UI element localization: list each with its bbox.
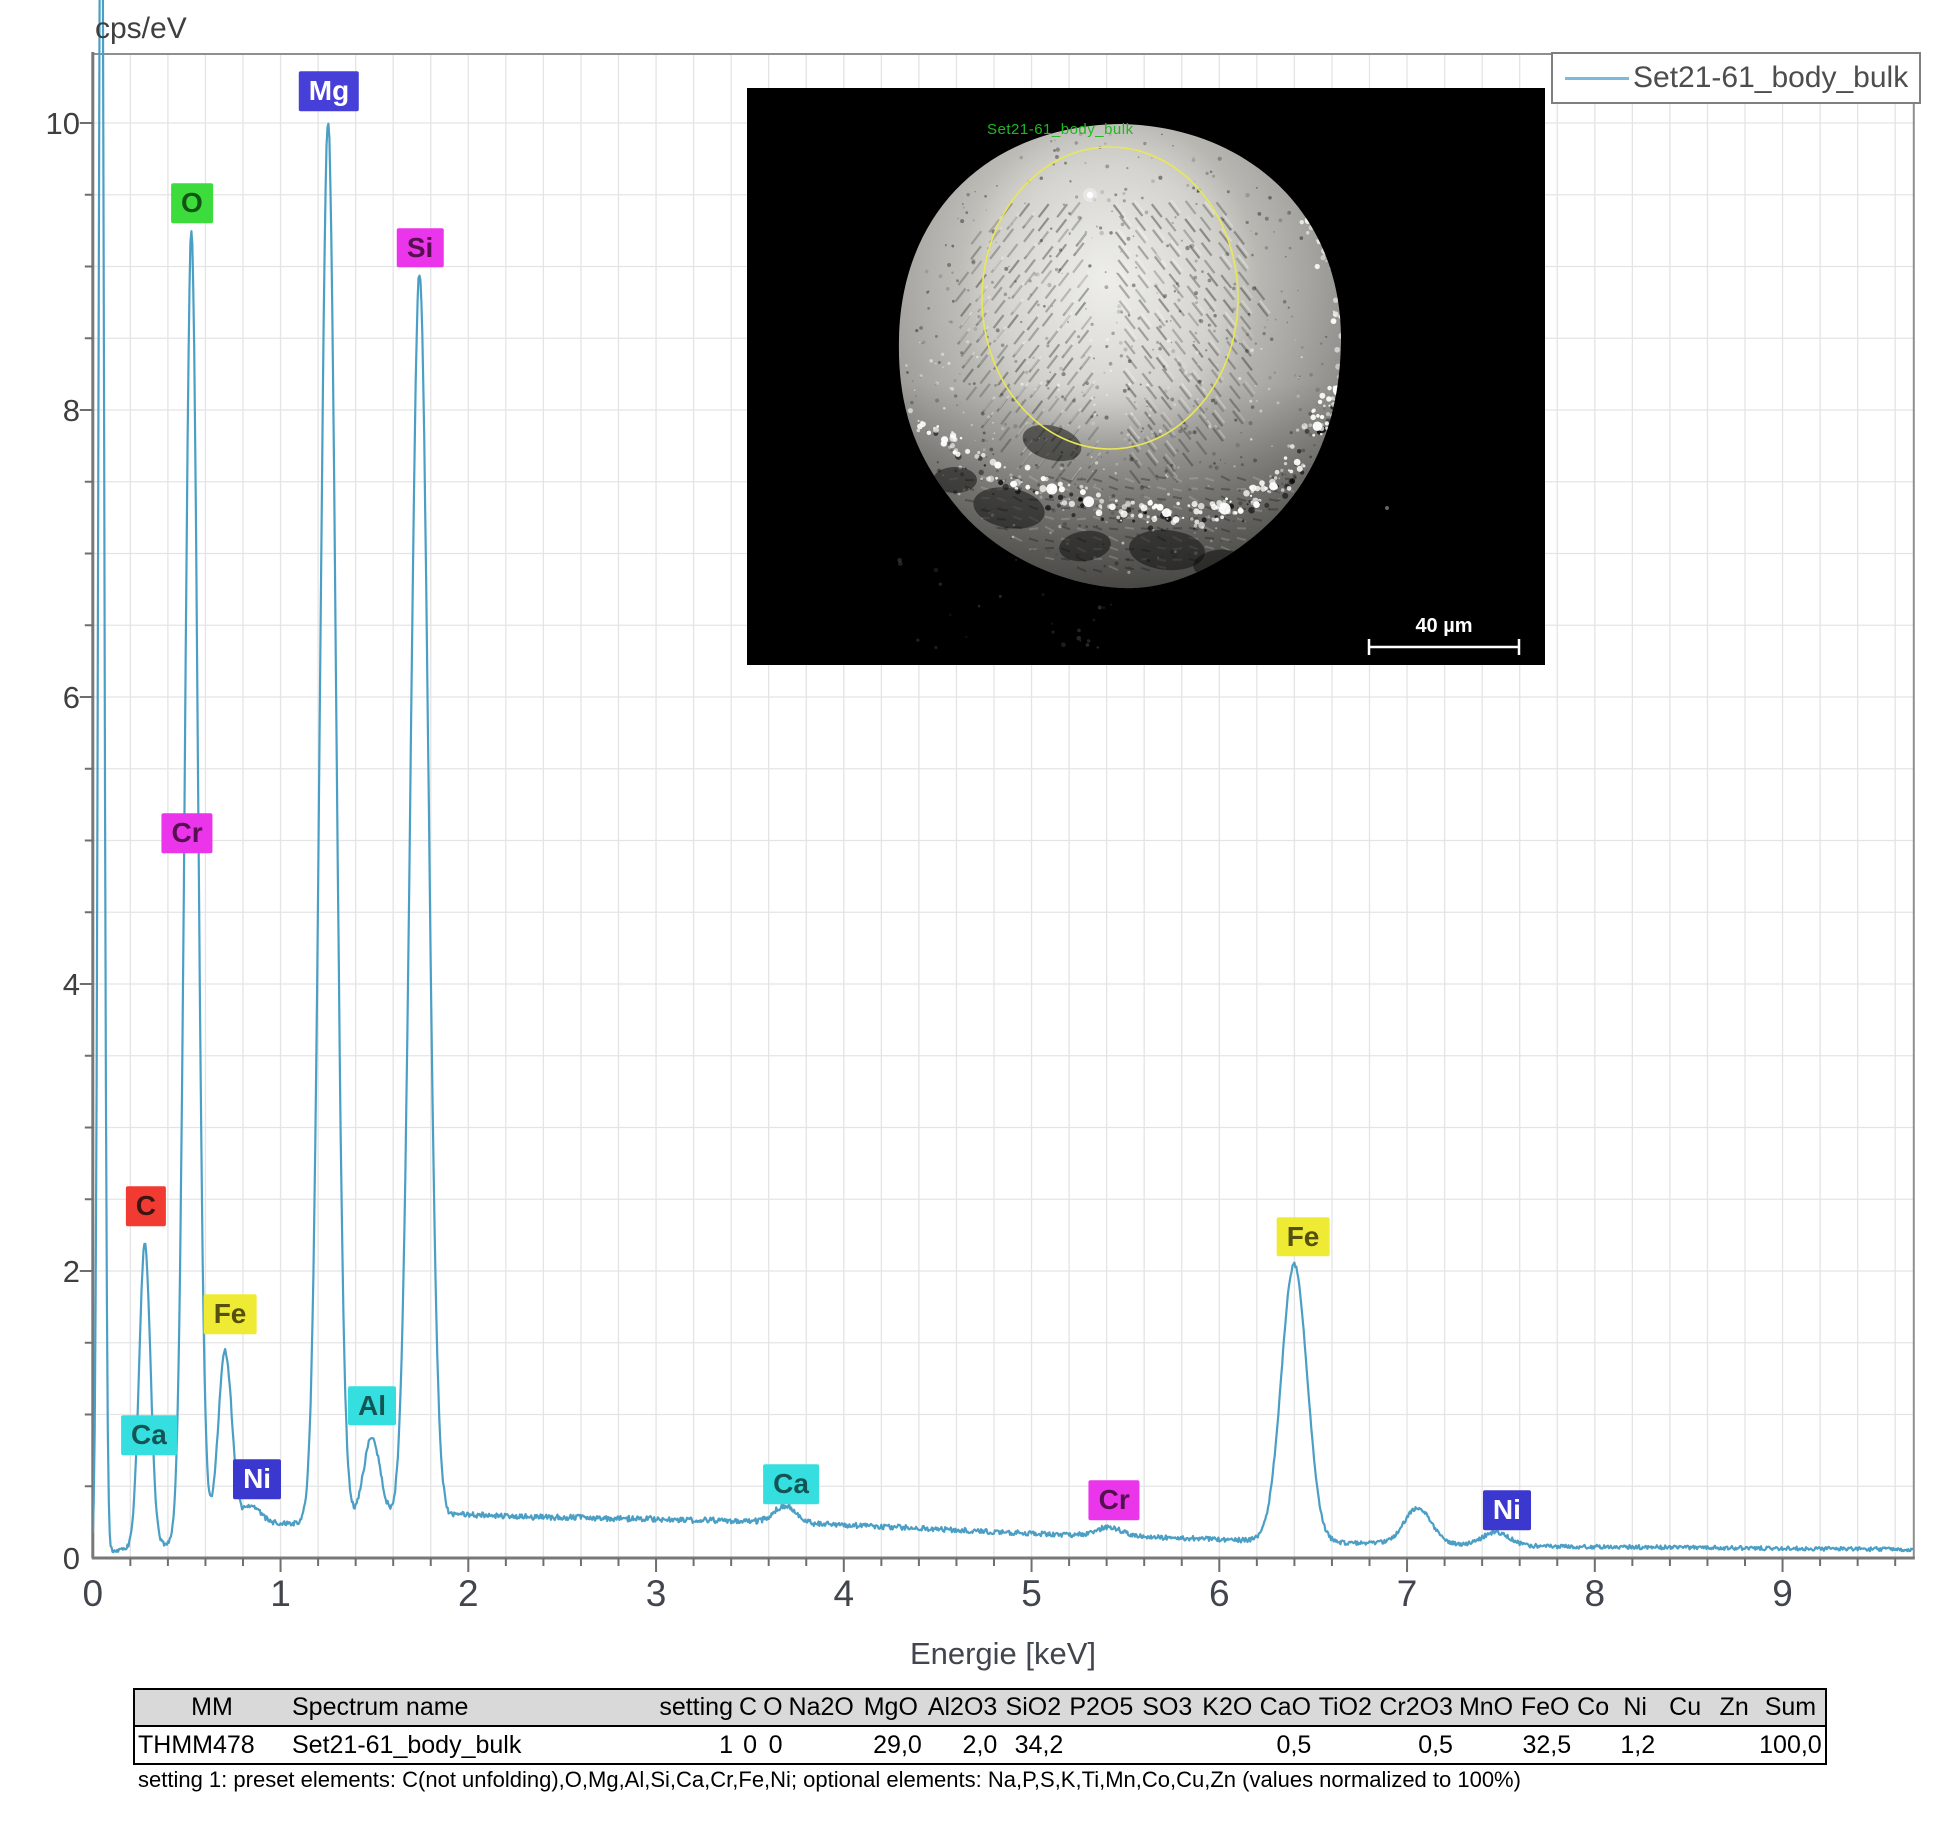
table-header-Zn: Zn xyxy=(1712,1689,1756,1726)
x-tick-label: 6 xyxy=(1209,1573,1230,1614)
table-header-O: O xyxy=(760,1689,785,1726)
table-cell-MnO xyxy=(1456,1726,1516,1764)
table-cell-K2O xyxy=(1198,1726,1256,1764)
table-cell-O: 0 xyxy=(760,1726,785,1764)
x-tick-label: 7 xyxy=(1397,1573,1418,1614)
table-cell-Co xyxy=(1574,1726,1612,1764)
table-cell-setting: 1 xyxy=(641,1726,736,1764)
table-cell-P2O5 xyxy=(1066,1726,1136,1764)
inset-spectrum-label: Set21-61_body_bulk xyxy=(987,121,1134,138)
table-cell-MM: THMM478 xyxy=(134,1726,289,1764)
table-header-MM: MM xyxy=(134,1689,289,1726)
table-cell-Zn xyxy=(1712,1726,1756,1764)
sem-particle-rendering xyxy=(747,88,1545,665)
table-header-MgO: MgO xyxy=(857,1689,925,1726)
table-cell-Sum: 100,0 xyxy=(1756,1726,1826,1764)
table-cell-MgO: 29,0 xyxy=(857,1726,925,1764)
y-tick-label: 8 xyxy=(63,393,80,428)
table-cell-Spectrum name: Set21-61_body_bulk xyxy=(289,1726,641,1764)
settings-footnote: setting 1: preset elements: C(not unfold… xyxy=(138,1767,1521,1793)
table-header-Co: Co xyxy=(1574,1689,1612,1726)
table-cell-SO3 xyxy=(1136,1726,1198,1764)
sem-inset-image: Set21-61_body_bulk 40 µm xyxy=(747,88,1545,665)
x-tick-label: 5 xyxy=(1021,1573,1042,1614)
legend-line-swatch xyxy=(1565,77,1629,80)
y-tick-label: 10 xyxy=(46,106,80,141)
table-header-MnO: MnO xyxy=(1456,1689,1516,1726)
table-row: THMM478Set21-61_body_bulk100 29,02,034,2 0… xyxy=(134,1726,1826,1764)
table-header-C: C xyxy=(736,1689,760,1726)
table-header-Na2O: Na2O xyxy=(786,1689,857,1726)
table-cell-Cu xyxy=(1658,1726,1712,1764)
table-header-SiO2: SiO2 xyxy=(1000,1689,1066,1726)
table-header-Sum: Sum xyxy=(1756,1689,1826,1726)
table-header-K2O: K2O xyxy=(1198,1689,1256,1726)
table-cell-CaO: 0,5 xyxy=(1256,1726,1314,1764)
x-tick-label: 1 xyxy=(270,1573,291,1614)
table-header-Spectrum name: Spectrum name xyxy=(289,1689,641,1726)
table-cell-Ni: 1,2 xyxy=(1612,1726,1658,1764)
x-tick-label: 0 xyxy=(83,1573,104,1614)
table-cell-Al2O3: 2,0 xyxy=(925,1726,1000,1764)
quantification-table: MMSpectrum namesettingCONa2OMgOAl2O3SiO2… xyxy=(133,1688,1827,1765)
legend: Set21-61_body_bulk xyxy=(1551,52,1921,104)
x-tick-label: 9 xyxy=(1772,1573,1793,1614)
table-header-SO3: SO3 xyxy=(1136,1689,1198,1726)
x-tick-label: 2 xyxy=(458,1573,479,1614)
table-header-P2O5: P2O5 xyxy=(1066,1689,1136,1726)
y-tick-labels: 0 2 4 6 8 10 xyxy=(46,106,80,1576)
quant-table: MMSpectrum namesettingCONa2OMgOAl2O3SiO2… xyxy=(133,1688,1827,1765)
x-tick-label: 8 xyxy=(1585,1573,1606,1614)
x-axis-title: Energie [keV] xyxy=(803,1636,1203,1672)
table-cell-C: 0 xyxy=(736,1726,760,1764)
table-header-setting: setting xyxy=(641,1689,736,1726)
table-cell-FeO: 32,5 xyxy=(1516,1726,1574,1764)
table-header-TiO2: TiO2 xyxy=(1314,1689,1376,1726)
table-header-Ni: Ni xyxy=(1612,1689,1658,1726)
table-header-FeO: FeO xyxy=(1516,1689,1574,1726)
table-cell-Cr2O3: 0,5 xyxy=(1376,1726,1456,1764)
x-tick-labels: 0 1 2 3 4 5 6 7 8 9 xyxy=(83,1573,1793,1614)
scale-bar-label: 40 µm xyxy=(1368,615,1520,638)
y-tick-label: 4 xyxy=(63,967,80,1002)
table-header-CaO: CaO xyxy=(1256,1689,1314,1726)
table-header-Al2O3: Al2O3 xyxy=(925,1689,1000,1726)
table-cell-TiO2 xyxy=(1314,1726,1376,1764)
x-tick-label: 3 xyxy=(646,1573,667,1614)
y-tick-label: 2 xyxy=(63,1254,80,1289)
table-cell-SiO2: 34,2 xyxy=(1000,1726,1066,1764)
table-header-Cu: Cu xyxy=(1658,1689,1712,1726)
table-header-Cr2O3: Cr2O3 xyxy=(1376,1689,1456,1726)
legend-series-label: Set21-61_body_bulk xyxy=(1633,61,1908,95)
table-cell-Na2O xyxy=(786,1726,857,1764)
y-tick-label: 0 xyxy=(63,1541,80,1576)
eds-spectrum-report: 01234567890246810 cps/eV Energie [keV] S… xyxy=(0,0,1944,1827)
x-tick-label: 4 xyxy=(834,1573,855,1614)
y-tick-label: 6 xyxy=(63,680,80,715)
y-axis-title: cps/eV xyxy=(95,12,187,46)
